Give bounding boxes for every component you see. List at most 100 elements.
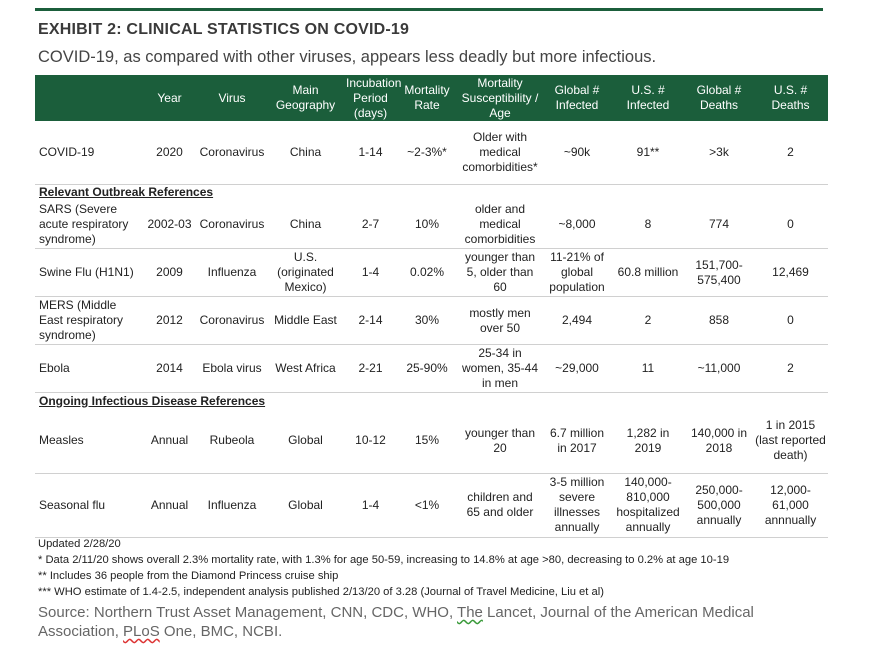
- table-row: COVID-19 2020 Coronavirus China 1-14 ~2-…: [35, 121, 828, 185]
- table-cell: 2-14: [344, 296, 397, 345]
- table-cell: ~2-3%*: [397, 121, 457, 185]
- table-cell: 11: [611, 344, 685, 393]
- table-cell: 1-4: [344, 248, 397, 297]
- column-header: Main Geography: [267, 75, 344, 121]
- column-header: Incubation Period (days): [344, 75, 402, 121]
- table-cell: 0.02%: [397, 248, 457, 297]
- exhibit-subtitle: COVID-19, as compared with other viruses…: [38, 48, 657, 66]
- table-cell: 140,000 in 2018: [685, 409, 753, 474]
- updated-date: Updated 2/28/20: [38, 538, 121, 550]
- virus-name-cell: Measles: [35, 409, 142, 474]
- section-heading: Relevant Outbreak References: [39, 185, 214, 199]
- table-cell: 1-14: [344, 121, 397, 185]
- table-cell: 91**: [611, 121, 685, 185]
- table-cell: 11-21% of global population: [543, 248, 611, 297]
- table-cell: 10%: [397, 200, 457, 249]
- table-cell: 6.7 million in 2017: [543, 409, 611, 474]
- table-cell: >3k: [685, 121, 753, 185]
- table-cell: 12,000-61,000 annnually: [753, 473, 828, 538]
- table-cell: younger than 5, older than 60: [457, 248, 543, 297]
- table-cell: ~90k: [543, 121, 611, 185]
- virus-name-cell: Swine Flu (H1N1): [35, 248, 142, 297]
- source-text: Lancet, Journal of the American Medical …: [38, 604, 754, 640]
- table-cell: Coronavirus: [197, 200, 267, 249]
- footnotes: Updated 2/28/20 * Data 2/11/20 shows ove…: [38, 536, 729, 600]
- table-cell: 10-12: [344, 409, 397, 474]
- table-cell: 774: [685, 200, 753, 249]
- table-cell: China: [267, 200, 344, 249]
- table-cell: 151,700-575,400: [685, 248, 753, 297]
- virus-name-cell: Ebola: [35, 344, 142, 393]
- table-row: Seasonal flu Annual Influenza Global 1-4…: [35, 473, 828, 538]
- section-row: Ongoing Infectious Disease References: [35, 393, 828, 410]
- top-rule: [35, 8, 823, 11]
- column-header: Global # Infected: [543, 75, 611, 121]
- column-header: Virus: [197, 75, 267, 121]
- column-header: Global # Deaths: [685, 75, 753, 121]
- table-cell: 1,282 in 2019: [611, 409, 685, 474]
- source-text-plos: PLoS: [123, 623, 160, 640]
- column-header: Year: [142, 75, 197, 121]
- source-text: Source: Northern Trust Asset Management,…: [38, 604, 458, 621]
- table-cell: West Africa: [267, 344, 344, 393]
- virus-name-cell: Seasonal flu: [35, 473, 142, 538]
- table-cell: 140,000-810,000 hospitalized annually: [611, 473, 685, 538]
- table-cell: 858: [685, 296, 753, 345]
- table-cell: Coronavirus: [197, 296, 267, 345]
- table-cell: 60.8 million: [611, 248, 685, 297]
- table-row: SARS (Severe acute respiratory syndrome)…: [35, 200, 828, 249]
- table-header-row: Year Virus Main Geography Incubation Per…: [35, 75, 828, 121]
- table-cell: ~11,000: [685, 344, 753, 393]
- footnote: * Data 2/11/20 shows overall 2.3% mortal…: [38, 554, 730, 566]
- column-header: U.S. # Infected: [611, 75, 685, 121]
- table-cell: Rubeola: [197, 409, 267, 474]
- footnote: *** WHO estimate of 1.4-2.5, independent…: [38, 586, 604, 598]
- table-cell: Global: [267, 409, 344, 474]
- table-cell: 25-34 in women, 35-44 in men: [457, 344, 543, 393]
- table-cell: 2009: [142, 248, 197, 297]
- table-cell: 3-5 million severe illnesses annually: [543, 473, 611, 538]
- table-cell: Global: [267, 473, 344, 538]
- table-row: Measles Annual Rubeola Global 10-12 15% …: [35, 409, 828, 474]
- table-cell: <1%: [397, 473, 457, 538]
- column-header: [35, 75, 142, 121]
- table-cell: China: [267, 121, 344, 185]
- table-row: MERS (Middle East respiratory syndrome) …: [35, 296, 828, 345]
- table-cell: Annual: [142, 409, 197, 474]
- table-cell: 2: [753, 344, 828, 393]
- table-row: Swine Flu (H1N1) 2009 Influenza U.S. (or…: [35, 248, 828, 297]
- table-cell: 30%: [397, 296, 457, 345]
- table-cell: 2-7: [344, 200, 397, 249]
- column-header: U.S. # Deaths: [753, 75, 828, 121]
- table-cell: 2-21: [344, 344, 397, 393]
- virus-name-cell: MERS (Middle East respiratory syndrome): [35, 296, 142, 345]
- table-cell: 2: [611, 296, 685, 345]
- footnote: ** Includes 36 people from the Diamond P…: [38, 570, 339, 582]
- table-cell: 0: [753, 200, 828, 249]
- column-header: Mortality Rate: [397, 75, 457, 121]
- table-cell: 8: [611, 200, 685, 249]
- table-cell: Middle East: [267, 296, 344, 345]
- table-cell: 15%: [397, 409, 457, 474]
- table-cell: 2014: [142, 344, 197, 393]
- table-row: Ebola 2014 Ebola virus West Africa 2-21 …: [35, 344, 828, 393]
- table-cell: 1 in 2015 (last reported death): [753, 409, 828, 474]
- table-cell: ~8,000: [543, 200, 611, 249]
- virus-name-cell: SARS (Severe acute respiratory syndrome): [35, 200, 142, 249]
- table-cell: 2002-03: [142, 200, 197, 249]
- table-cell: U.S. (originated Mexico): [267, 248, 344, 297]
- table-cell: 2: [753, 121, 828, 185]
- table-cell: 250,000-500,000 annually: [685, 473, 753, 538]
- clinical-statistics-table: Year Virus Main Geography Incubation Per…: [35, 75, 828, 538]
- exhibit-title: EXHIBIT 2: CLINICAL STATISTICS ON COVID-…: [38, 21, 410, 38]
- table-cell: Influenza: [197, 473, 267, 538]
- table-cell: 1-4: [344, 473, 397, 538]
- table-cell: 12,469: [753, 248, 828, 297]
- virus-name-cell: COVID-19: [35, 121, 142, 185]
- table-cell: Ebola virus: [197, 344, 267, 393]
- table-cell: mostly men over 50: [457, 296, 543, 345]
- source-note: Source: Northern Trust Asset Management,…: [38, 603, 798, 641]
- table-cell: 25-90%: [397, 344, 457, 393]
- table-cell: Annual: [142, 473, 197, 538]
- section-heading: Ongoing Infectious Disease References: [39, 393, 266, 408]
